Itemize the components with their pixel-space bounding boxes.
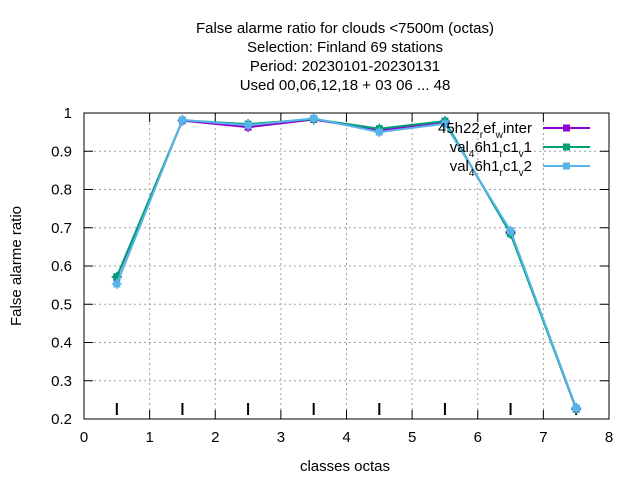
legend-label-part: 4 — [469, 149, 475, 160]
legend-label: val46h1rc1v1 — [450, 139, 532, 160]
legend-label-part: r — [480, 130, 484, 141]
chart-title: False alarme ratio for clouds <7500m (oc… — [196, 20, 494, 94]
x-axis-label: classes octas — [300, 458, 390, 475]
y-tick-label: 0.8 — [51, 182, 72, 199]
legend-label-part: v — [519, 168, 524, 179]
legend-label-part: val — [450, 139, 469, 156]
x-tick-labels: 0 1 2 3 4 5 6 7 8 — [80, 429, 613, 446]
series-group — [111, 113, 582, 415]
x-tick-label: 4 — [342, 429, 350, 446]
legend-label-part: w — [495, 130, 504, 141]
legend-label-part: 45h22 — [438, 120, 480, 137]
legend-swatch-marker — [563, 162, 570, 170]
series-3 — [111, 113, 582, 413]
legend-label-part: c1 — [503, 158, 519, 175]
chart-title-line: False alarme ratio for clouds <7500m (oc… — [196, 20, 494, 37]
y-tick-label: 0.6 — [51, 258, 72, 275]
x-tick-label: 5 — [408, 429, 416, 446]
x-tick-label: 6 — [474, 429, 482, 446]
legend-item: val46h1rc1v1 — [450, 139, 590, 160]
y-axis-label: False alarme ratio — [8, 206, 25, 326]
legend-label: 45h22refwinter — [438, 120, 532, 141]
legend-label-part: 2 — [524, 158, 532, 175]
legend-label-part: r — [499, 168, 503, 179]
legend-label-part: r — [499, 149, 503, 160]
x-tick-label: 2 — [211, 429, 219, 446]
legend-label: val46h1rc1v2 — [450, 158, 532, 179]
y-tick-label: 0.3 — [51, 373, 72, 390]
series-line — [115, 117, 578, 409]
legend-label-part: inter — [503, 120, 532, 137]
legend-item: 45h22refwinter — [438, 120, 590, 141]
y-tick-label: 0.2 — [51, 411, 72, 428]
y-tick-labels: 0.2 0.3 0.4 0.5 0.6 0.7 0.8 0.9 1 — [51, 105, 72, 428]
legend-label-part: 1 — [524, 139, 532, 156]
axis-ticks — [83, 112, 610, 420]
y-tick-label: 0.5 — [51, 296, 72, 313]
legend-label-part: 6h1 — [474, 139, 499, 156]
y-tick-label: 0.4 — [51, 335, 72, 352]
x-tick-label: 0 — [80, 429, 88, 446]
legend-label-part: 6h1 — [474, 158, 499, 175]
legend-item: val46h1rc1v2 — [450, 158, 590, 179]
x-tick-label: 3 — [277, 429, 285, 446]
legend-swatch-marker — [563, 143, 570, 151]
y-tick-label: 1 — [64, 105, 72, 122]
legend-swatch-marker — [563, 124, 570, 132]
grid — [84, 113, 609, 419]
x-tick-label: 7 — [539, 429, 547, 446]
legend-label-part: ef — [483, 120, 496, 137]
x-tick-label: 8 — [605, 429, 613, 446]
y-tick-label: 0.7 — [51, 220, 72, 237]
legend-label-part: val — [450, 158, 469, 175]
legend-label-part: c1 — [503, 139, 519, 156]
chart-title-line: Selection: Finland 69 stations — [247, 39, 443, 56]
chart-title-line: Used 00,06,12,18 + 03 06 ... 48 — [240, 77, 451, 94]
chart-title-line: Period: 20230101-20230131 — [250, 58, 440, 75]
legend-label-part: 4 — [469, 168, 475, 179]
x-tick-label: 1 — [145, 429, 153, 446]
legend-label-part: v — [519, 149, 524, 160]
y-tick-label: 0.9 — [51, 143, 72, 160]
